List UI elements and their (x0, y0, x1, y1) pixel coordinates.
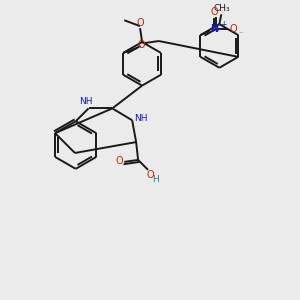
Text: O: O (211, 7, 218, 17)
Text: O: O (146, 170, 154, 180)
Text: O: O (230, 24, 237, 34)
Text: ⁻: ⁻ (239, 30, 243, 39)
Text: CH₃: CH₃ (213, 4, 230, 13)
Text: +: + (220, 20, 226, 29)
Text: O: O (137, 40, 145, 50)
Text: N: N (210, 24, 218, 34)
Text: NH: NH (79, 97, 92, 106)
Text: O: O (136, 18, 144, 28)
Text: NH: NH (134, 114, 148, 123)
Text: H: H (153, 175, 159, 184)
Text: O: O (116, 156, 123, 166)
